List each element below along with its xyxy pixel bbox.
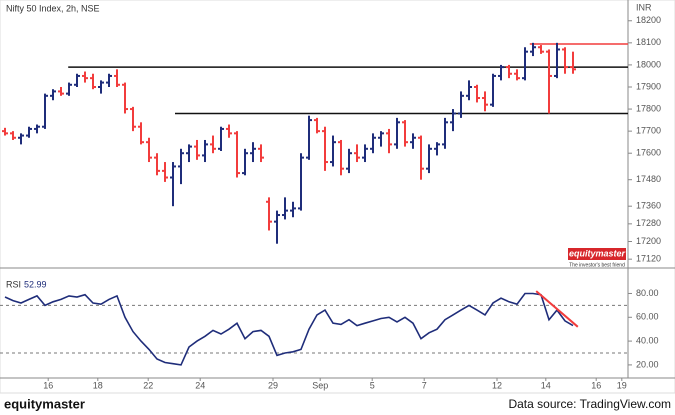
y-tick-label: 18000	[636, 59, 661, 69]
y-tick-label: 20.00	[636, 359, 659, 369]
x-tick-label: 12	[492, 380, 502, 390]
x-tick-label: 16	[591, 380, 601, 390]
y-tick-label: 80.00	[636, 288, 659, 298]
chart-title: Nifty 50 Index, 2h, NSE	[6, 3, 100, 13]
y-tick-label: 17600	[636, 148, 661, 158]
y-tick-label: 17280	[636, 218, 661, 228]
rsi-title: RSI	[6, 279, 21, 289]
trend-line	[535, 290, 579, 328]
watermark-brand: equitymaster	[569, 248, 626, 258]
y-tick-label: 17480	[636, 174, 661, 184]
x-tick-label: 18	[93, 380, 103, 390]
x-tick-label: 14	[541, 380, 551, 390]
footer-brand: equitymaster	[4, 396, 85, 411]
watermark-badge	[568, 248, 626, 260]
watermark-tagline: The investor's best friend	[569, 262, 625, 268]
rsi-value: 52.99	[24, 279, 47, 289]
x-tick-label: 22	[143, 380, 153, 390]
y-tick-label: 18200	[636, 15, 661, 25]
x-tick-label: 16	[43, 380, 53, 390]
y-tick-label: 17900	[636, 81, 661, 91]
rsi-line	[4, 292, 574, 366]
footer-source: Data source: TradingView.com	[508, 397, 671, 411]
y-tick-label: 40.00	[636, 335, 659, 345]
x-tick-label: Sep	[312, 380, 328, 390]
y-tick-label: 60.00	[636, 312, 659, 322]
y-tick-label: 17360	[636, 201, 661, 211]
x-tick-label: 5	[370, 380, 375, 390]
x-tick-label: 24	[195, 380, 205, 390]
y-tick-label: 18100	[636, 37, 661, 47]
y-tick-label: 17120	[636, 254, 661, 264]
y-tick-label: 17800	[636, 103, 661, 113]
x-tick-label: 29	[268, 380, 278, 390]
currency-label: INR	[636, 2, 652, 12]
x-tick-label: 19	[617, 380, 627, 390]
y-tick-label: 17200	[636, 236, 661, 246]
chart-frame	[0, 0, 675, 394]
y-tick-label: 17700	[636, 126, 661, 136]
x-tick-label: 7	[422, 380, 427, 390]
